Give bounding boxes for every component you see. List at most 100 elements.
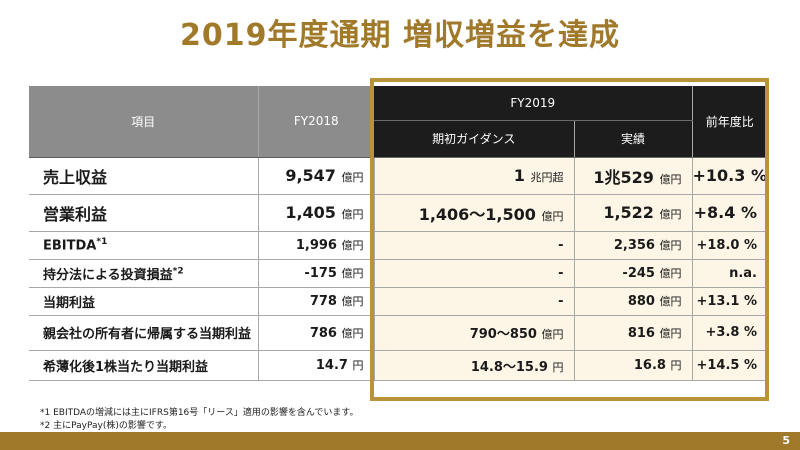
footnote-2: *2 主にPayPay(株)の影響です。 <box>40 421 172 431</box>
fy2018-value: -175 <box>304 266 337 281</box>
guidance-cell: - <box>373 287 574 316</box>
yoy-cell: n.a. <box>691 259 767 288</box>
guidance-value: - <box>558 265 564 281</box>
row-label: 親会社の所有者に帰属する当期利益 <box>43 327 252 342</box>
guidance-value: - <box>558 293 564 309</box>
actual-cell: 880 億円 <box>573 287 692 316</box>
actual-unit: 億円 <box>659 326 682 340</box>
yoy-value: +13.1 % <box>696 293 757 309</box>
guidance-cell: 14.8〜15.9 円 <box>373 350 574 381</box>
actual-cell: 2,356 億円 <box>573 231 692 260</box>
table-row: 希薄化後1株当たり当期利益 14.7 円 14.8〜15.9 円 16.8 円 +14.… <box>29 350 767 381</box>
guidance-cell: 1 兆円超 <box>373 157 574 195</box>
fy2018-unit: 億円 <box>341 239 364 252</box>
fy2018-unit: 億円 <box>341 326 364 340</box>
table-header-row: 項目 FY2018 FY2019 前年度比 <box>29 86 767 158</box>
actual-cell: 16.8 円 <box>573 350 692 381</box>
fy2018-value: 1,996 <box>295 238 337 253</box>
row-label-cell: 希薄化後1株当たり当期利益 <box>29 350 258 381</box>
row-label: 持分法による投資損益 <box>43 267 173 283</box>
row-footnote-mark: *1 <box>96 236 108 247</box>
row-label-cell: 当期利益 <box>29 287 258 316</box>
row-label: 売上収益 <box>43 167 108 187</box>
header-guidance: 期初ガイダンス <box>374 120 574 158</box>
guidance-unit: 兆円超 <box>530 171 564 184</box>
table-row: 親会社の所有者に帰属する当期利益 786 億円 790〜850 億円 816 億円 +3… <box>29 315 767 351</box>
fy2018-value: 14.7 <box>315 358 348 373</box>
table-row: 持分法による投資損益*2 -175 億円 - -245 億円 n.a. <box>29 259 767 288</box>
fy2018-value: 1,405 <box>285 203 336 222</box>
guidance-value: 14.8〜15.9 <box>470 359 548 375</box>
actual-value: 16.8 <box>633 358 666 373</box>
actual-cell: -245 億円 <box>573 259 692 288</box>
yoy-cell: +10.3 % <box>691 157 767 195</box>
yoy-cell: +3.8 % <box>691 315 767 351</box>
guidance-value: 1 <box>513 166 525 185</box>
fy2018-unit: 億円 <box>341 267 364 280</box>
guidance-cell: - <box>373 259 574 288</box>
fy2018-cell: 9,547 億円 <box>257 157 374 195</box>
actual-value: 816 <box>627 325 655 341</box>
actual-unit: 億円 <box>659 208 682 221</box>
fy2018-cell: 1,405 億円 <box>257 194 374 232</box>
row-label: 営業利益 <box>43 204 108 224</box>
guidance-unit: 億円 <box>541 209 564 223</box>
fy2018-value: 786 <box>309 325 337 341</box>
page-number: 5 <box>782 434 790 447</box>
guidance-unit: 億円 <box>541 328 564 341</box>
actual-cell: 816 億円 <box>573 315 692 351</box>
row-footnote-mark: *2 <box>172 266 184 277</box>
actual-value: 1,522 <box>603 203 654 222</box>
row-label-cell: 親会社の所有者に帰属する当期利益 <box>29 315 258 351</box>
table-row: EBITDA*1 1,996 億円 - 2,356 億円 +18.0 % <box>29 231 767 260</box>
footnote-1: *1 EBITDAの増減には主にIFRS第16号「リース」適用の影響を含んでいま… <box>40 408 359 418</box>
actual-value: 880 <box>627 294 655 309</box>
table-subheader-row: 期初ガイダンス 実績 <box>29 120 767 158</box>
header-actual: 実績 <box>573 120 692 158</box>
guidance-cell: 1,406〜1,500 億円 <box>373 194 574 232</box>
yoy-value: +8.4 % <box>693 203 757 222</box>
row-label-cell: EBITDA*1 <box>29 231 258 260</box>
actual-unit: 億円 <box>659 239 682 252</box>
fy2018-cell: 778 億円 <box>257 287 374 316</box>
header-fy2018: FY2018 <box>257 86 374 158</box>
yoy-value: +18.0 % <box>696 237 757 253</box>
table-row: 営業利益 1,405 億円 1,406〜1,500 億円 1,522 億円 +8.4 % <box>29 194 767 232</box>
actual-unit: 億円 <box>659 295 682 308</box>
guidance-value: 1,406〜1,500 <box>418 204 536 224</box>
guidance-value: 790〜850 <box>469 327 537 342</box>
table-row: 当期利益 778 億円 - 880 億円 +13.1 % <box>29 287 767 316</box>
fy2018-cell: 786 億円 <box>257 315 374 351</box>
actual-value: 1兆529 <box>593 167 654 187</box>
fy2018-unit: 円 <box>352 359 364 372</box>
header-item: 項目 <box>29 86 258 158</box>
page-title: 2019年度通期 増収増益を達成 <box>180 18 620 53</box>
fy2018-value: 778 <box>309 294 337 309</box>
guidance-value: - <box>558 237 564 253</box>
actual-unit: 億円 <box>659 172 682 186</box>
actual-cell: 1,522 億円 <box>573 194 692 232</box>
fy2018-cell: 14.7 円 <box>257 350 374 381</box>
results-table-body: 項目 FY2018 FY2019 前年度比 期初ガイダンス 実績 売上収益 9,5… <box>29 86 767 381</box>
fy2018-unit: 億円 <box>341 171 364 184</box>
yoy-value: n.a. <box>729 265 757 281</box>
fy2018-unit: 億円 <box>341 208 364 221</box>
results-table: 項目 FY2018 FY2019 前年度比 期初ガイダンス 実績 売上収益 9,5… <box>29 86 767 381</box>
yoy-cell: +8.4 % <box>691 194 767 232</box>
fy2018-unit: 億円 <box>341 295 364 308</box>
row-label-cell: 売上収益 <box>29 157 258 195</box>
yoy-value: +3.8 % <box>705 325 757 340</box>
yoy-cell: +18.0 % <box>691 231 767 260</box>
yoy-value: +10.3 % <box>692 166 767 185</box>
header-yoy: 前年度比 <box>691 86 767 158</box>
yoy-value: +14.5 % <box>696 357 757 373</box>
row-label-cell: 持分法による投資損益*2 <box>29 259 258 288</box>
actual-unit: 円 <box>670 359 682 372</box>
actual-value: -245 <box>622 266 655 281</box>
actual-cell: 1兆529 億円 <box>573 157 692 195</box>
footer-bar: 5 <box>0 432 800 450</box>
yoy-cell: +14.5 % <box>691 350 767 381</box>
row-label-cell: 営業利益 <box>29 194 258 232</box>
fy2018-value: 9,547 <box>285 166 336 185</box>
row-label: EBITDA <box>43 238 97 254</box>
